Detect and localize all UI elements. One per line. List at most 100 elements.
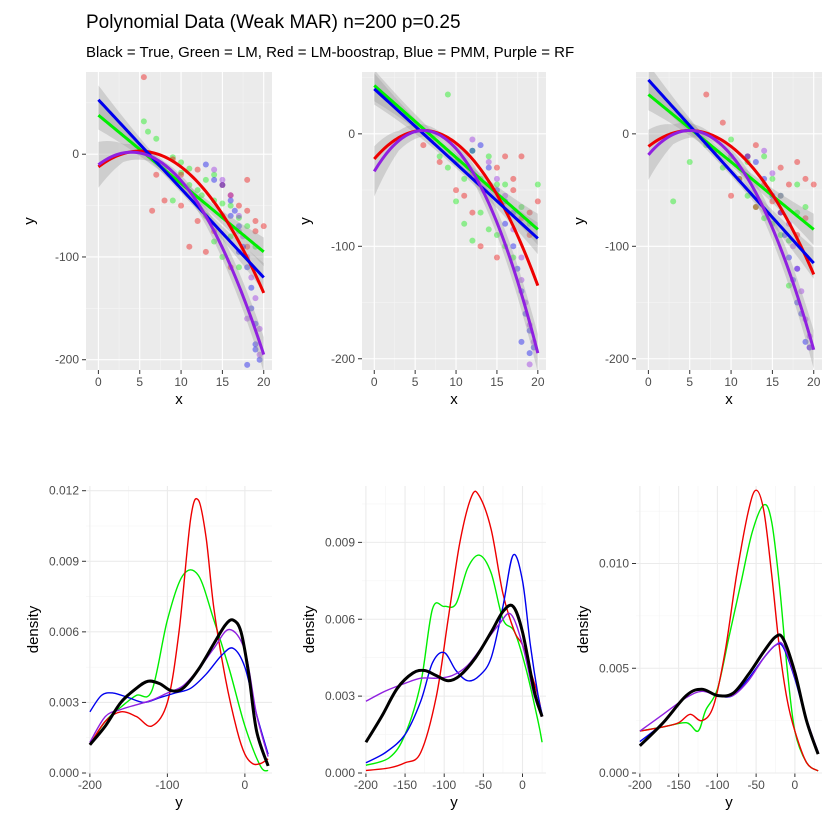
x-tick-label: 20 <box>531 375 545 389</box>
scatter-point-lm <box>752 203 759 210</box>
panel-4: -200 -100 0 0.000 0.003 0.006 0.009 0.012 y densi… <box>25 484 272 811</box>
scatter-point-lm-boot <box>461 192 468 199</box>
scatter-point-lm-boot <box>178 202 185 209</box>
scatter-point-lm-boot <box>244 243 251 250</box>
x-tick-label: -150 <box>667 778 691 792</box>
density-line-pmm <box>89 647 269 755</box>
scatter-point-lm <box>461 175 468 182</box>
scatter-point-lm-boot <box>260 223 267 230</box>
y-tick-label: -200 <box>605 352 629 366</box>
y-tick-label: 0.009 <box>325 535 355 549</box>
scatter-point-lm <box>686 158 693 165</box>
scatter-point-lm-boot <box>194 166 201 173</box>
scatter-point-lm-boot <box>244 207 251 214</box>
scatter-point-lm-boot <box>752 142 759 149</box>
scatter-point-lm <box>235 264 242 271</box>
scatter-point-lm <box>777 232 784 239</box>
scatter-point-rf <box>248 274 255 281</box>
scatter-point-pmm <box>502 220 509 227</box>
y-tick-label: -200 <box>55 353 79 367</box>
fit-line-rf <box>647 128 816 351</box>
scatter-point-rf <box>806 344 813 351</box>
scatter-point-rf <box>777 192 784 199</box>
scatter-point-lm-boot <box>186 243 193 250</box>
x-tick-label: 5 <box>686 375 693 389</box>
x-tick-label: 15 <box>216 375 230 389</box>
y-axis-label: y <box>21 217 38 225</box>
scatter-point-pmm <box>256 356 263 363</box>
y-tick-label: 0.005 <box>599 661 629 675</box>
scatter-point-lm <box>744 192 751 199</box>
scatter-point-lm-boot <box>153 171 160 178</box>
x-tick-label: -50 <box>747 778 765 792</box>
scatter-point-rf <box>493 175 500 182</box>
density-line-pmm <box>365 553 543 764</box>
scatter-point-pmm <box>514 265 521 272</box>
y-axis-label: y <box>571 217 588 225</box>
scatter-point-lm <box>802 203 809 210</box>
scatter-point-lm <box>227 233 234 240</box>
scatter-point-lm-boot <box>453 187 460 194</box>
scatter-point-lm <box>169 197 176 204</box>
scatter-point-lm-boot <box>493 254 500 261</box>
scatter-point-lm-boot <box>227 192 234 199</box>
scatter-point-lm-boot <box>469 209 476 216</box>
scatter-point-lm <box>670 198 677 205</box>
scatter-point-pmm <box>469 147 476 154</box>
y-tick-label: 0.010 <box>599 557 629 571</box>
y-axis-label: density <box>301 605 318 653</box>
y-axis-label: density <box>25 605 42 653</box>
scatter-point-pmm <box>252 341 259 348</box>
scatter-point-pmm <box>227 212 234 219</box>
scatter-point-rf <box>256 325 263 332</box>
scatter-point-lm <box>444 91 451 98</box>
fit-line-lm <box>97 114 265 253</box>
x-tick-label: -100 <box>155 778 179 792</box>
scatter-point-rf <box>252 295 259 302</box>
plot-area <box>638 489 820 772</box>
scatter-point-lm-boot <box>161 197 168 204</box>
panel-5: -200 -150 -100 -50 0 0.000 0.003 0.006 0.009 y den… <box>301 486 546 811</box>
scatter-point-rf <box>256 351 263 358</box>
y-axis-label: y <box>297 217 314 225</box>
fit-line-lm <box>373 84 539 231</box>
scatter-point-lm-boot <box>802 175 809 182</box>
x-axis-label: y <box>175 794 183 811</box>
scatter-point-lm-boot <box>810 181 817 188</box>
scatter-point-lm <box>211 238 218 245</box>
scatter-point-lm <box>728 136 735 143</box>
scatter-point-lm <box>493 181 500 188</box>
scatter-point-lm-boot <box>194 218 201 224</box>
scatter-point-pmm <box>518 338 525 345</box>
density-line-true <box>88 618 270 767</box>
scatter-point-lm <box>477 209 484 216</box>
density-line-true <box>638 633 820 755</box>
y-tick-label: -200 <box>331 352 355 366</box>
scatter-point-lm <box>534 181 541 188</box>
scatter-point-lm-boot <box>436 158 443 165</box>
plot-area <box>97 74 267 370</box>
scatter-point-lm-boot <box>140 74 147 81</box>
scatter-point-lm-boot <box>777 164 784 171</box>
scatter-point-lm <box>219 253 226 260</box>
scatter-point-rf <box>235 212 242 219</box>
scatter-point-lm <box>469 147 476 154</box>
scatter-point-lm <box>202 176 209 183</box>
scatter-point-rf <box>244 315 251 322</box>
density-line-lm <box>639 503 819 772</box>
x-tick-label: 0 <box>645 375 652 389</box>
y-tick-label: 0.009 <box>49 554 79 568</box>
scatter-point-lm <box>235 214 242 221</box>
fit-line-lm <box>647 93 815 231</box>
x-tick-label: 5 <box>412 375 419 389</box>
scatter-point-pmm <box>248 284 255 291</box>
scatter-point-pmm <box>510 243 517 250</box>
scatter-point-lm-boot <box>149 207 156 214</box>
scatter-point-rf <box>211 166 218 173</box>
scatter-point-pmm <box>477 142 484 149</box>
scatter-point-lm-boot <box>202 248 209 255</box>
y-tick-label: 0.006 <box>325 612 355 626</box>
y-tick-label: 0.003 <box>325 689 355 703</box>
scatter-point-lm-boot <box>769 198 776 205</box>
y-tick-label: 0.006 <box>49 625 79 639</box>
